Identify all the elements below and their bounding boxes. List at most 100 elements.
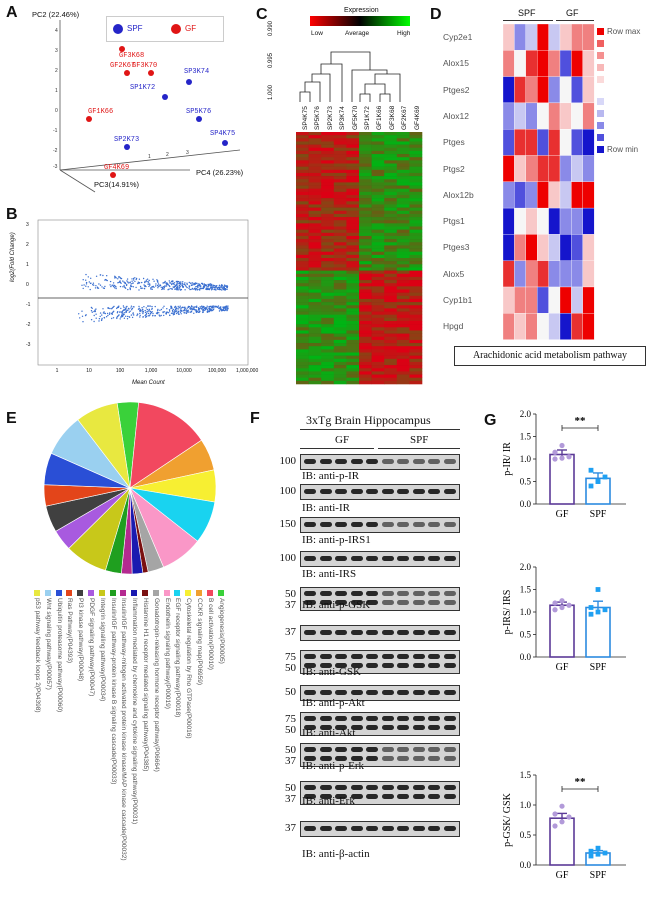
c-heat-cell [359,264,372,268]
c-heat-cell [346,163,360,167]
ma-point [196,285,198,288]
c-heat-cell [359,223,372,227]
d-heat-cell [514,313,526,340]
pca-point [86,116,92,122]
ma-point [158,314,160,316]
ma-point [179,286,181,289]
ma-point [156,311,159,313]
c-heat-cell [409,188,423,193]
c-heat-cell [308,352,322,356]
c-heat-cell [396,138,410,142]
c-heat-cell [333,295,347,300]
c-heat-cell [296,261,309,265]
c-heat-cell [308,368,322,372]
blot-band [319,690,332,695]
c-heat-cell [396,169,410,174]
c-heat-cell [359,374,372,378]
c-heat-cell [371,154,385,158]
c-heat-cell [359,172,372,177]
blot-band [412,716,425,721]
ma-point [85,283,88,285]
ma-point [169,281,171,284]
c-heat-cell [409,339,423,344]
ma-point [213,286,216,289]
c-heat-cell [396,204,410,208]
c-heat-cell [396,191,410,196]
c-heat-cell [371,226,385,230]
c-heat-cell [409,377,423,382]
c-heat-cell [296,188,309,193]
d-heat-cell [502,260,515,288]
blot-band [350,794,363,799]
c-heat-cell [321,330,335,334]
ma-point [193,312,195,314]
c-heat-cell [296,254,309,259]
wb-group-spf: SPF [410,434,429,446]
c-heat-cell [321,361,335,366]
bar-ytick: 1.5 [520,432,532,442]
blot-band [428,654,440,659]
d-heat-cell [525,207,538,235]
c-heat-cell [333,176,347,180]
ma-point [123,306,125,309]
c-heat-cell [396,217,410,221]
ma-point [168,280,170,282]
ma-point [101,286,103,288]
c-heat-cell [396,333,410,338]
c-heat-cell [296,138,309,142]
c-heat-cell [396,343,410,347]
pie-legend-label: PI3 kinase pathway(P00048) [77,598,85,682]
blot-band [428,756,440,761]
bar-category: SPF [590,662,607,673]
blot-band [335,690,347,695]
c-heat-cell [321,245,335,249]
c-heat-cell [384,154,398,158]
c-heat-cell [396,380,410,385]
c-heat-cell [333,188,347,193]
pca-point-label: SP2K73 [114,136,140,144]
c-heat-cell [384,377,398,382]
c-heat-cell [296,232,309,237]
blot-band [304,489,316,494]
ma-point [175,280,178,283]
pie-legend-label: Insulin/IGF pathway-protein kinase B sig… [109,598,117,785]
blot-band [412,489,425,494]
c-heat-cell [384,339,398,344]
blot-band [428,826,440,831]
c-heat-cell [308,346,322,350]
d-heat-cell [514,207,526,235]
ma-point [213,288,215,291]
d-scale-swatch [597,98,604,105]
ma-point [180,313,182,315]
blot-strip [300,454,460,470]
c-heat-cell [396,213,410,218]
ma-xlabel: Mean Count [132,380,165,386]
blot-band [319,630,332,635]
c-heat-cell [371,258,385,262]
c-heat-cell [333,254,347,259]
c-heat-cell [308,289,322,293]
c-heat-cell [308,298,322,303]
blot-label: IB: anti-IRS [302,568,357,580]
ma-point [123,317,126,319]
ma-point [132,277,135,280]
c-heat-cell [384,132,398,136]
c-heat-cell [321,374,335,378]
c-heat-cell [346,339,360,344]
c-heat-cell [371,276,385,281]
ma-point [162,307,164,309]
ma-point [104,278,107,281]
ma-point [172,310,174,313]
ma-point [173,312,176,314]
c-heat-cell [371,172,385,177]
blot-band [304,522,316,527]
bar-point [559,803,565,809]
c-heat-cell [359,298,372,303]
ma-point [203,286,205,289]
c-heat-cell [359,245,372,249]
ma-point [188,285,190,287]
blot-band [319,522,332,527]
c-heat-cell [371,150,385,155]
ma-point [135,278,137,281]
ma-point [221,285,224,287]
